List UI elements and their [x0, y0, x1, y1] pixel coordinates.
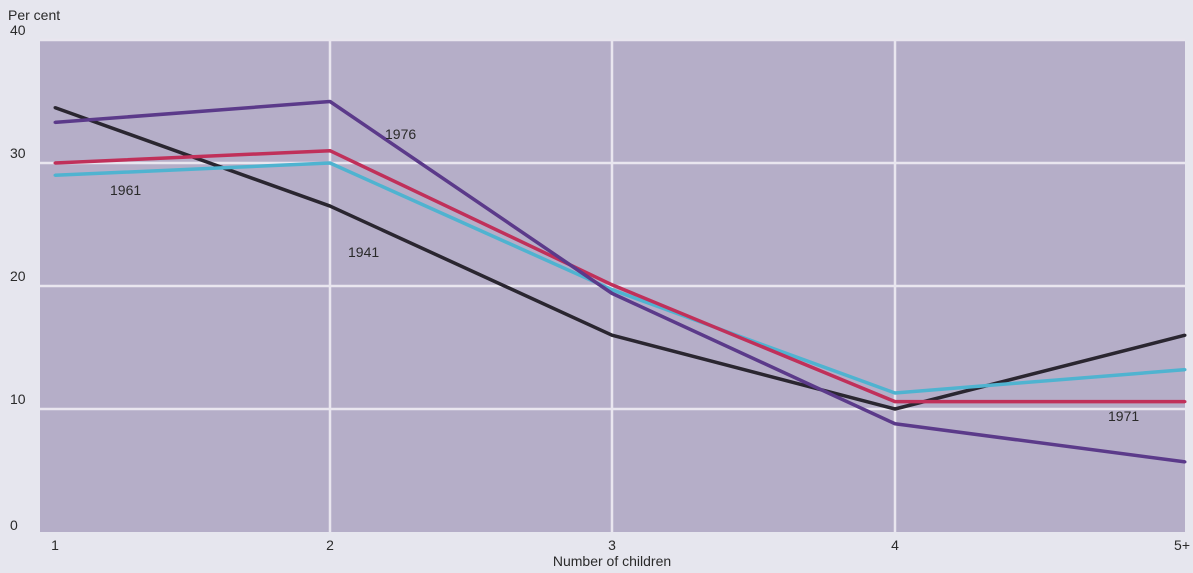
ticks: 0 10 20 30 40 1 2 3 4 5+ [10, 22, 1190, 553]
data-point-1941 [610, 333, 614, 337]
data-point-1976 [53, 120, 57, 124]
series-label-1976: 1976 [385, 126, 416, 142]
x-tick-label: 5+ [1174, 537, 1190, 553]
data-point-1961 [328, 161, 332, 165]
data-point-1971 [893, 400, 897, 404]
data-point-1976 [610, 291, 614, 295]
data-point-1971 [1183, 400, 1187, 404]
x-tick-label: 1 [51, 537, 59, 553]
y-tick-label: 40 [10, 22, 26, 38]
y-tick-label: 0 [10, 517, 18, 533]
data-point-1971 [53, 161, 57, 165]
y-tick-label: 20 [10, 268, 26, 284]
series-label-1961: 1961 [110, 182, 141, 198]
data-point-1961 [1183, 368, 1187, 372]
y-tick-label: 30 [10, 145, 26, 161]
x-tick-label: 4 [891, 537, 899, 553]
data-point-1976 [1183, 460, 1187, 464]
data-point-1971 [328, 149, 332, 153]
data-point-1941 [1183, 333, 1187, 337]
data-point-1971 [610, 283, 614, 287]
x-axis-title: Number of children [553, 553, 671, 569]
series-label-1941: 1941 [348, 244, 379, 260]
x-tick-label: 2 [326, 537, 334, 553]
data-point-1961 [610, 288, 614, 292]
data-point-1941 [53, 106, 57, 110]
series-group [53, 99, 1187, 464]
y-axis-title: Per cent [8, 7, 60, 23]
data-point-1941 [893, 407, 897, 411]
series-labels: 1941 1961 1971 1976 [110, 126, 1139, 424]
x-tick-label: 3 [608, 537, 616, 553]
data-point-1976 [893, 422, 897, 426]
series-label-1971: 1971 [1108, 408, 1139, 424]
data-point-1961 [53, 173, 57, 177]
data-point-1961 [893, 391, 897, 395]
data-point-1941 [328, 204, 332, 208]
y-tick-label: 10 [10, 391, 26, 407]
data-point-1976 [328, 100, 332, 103]
